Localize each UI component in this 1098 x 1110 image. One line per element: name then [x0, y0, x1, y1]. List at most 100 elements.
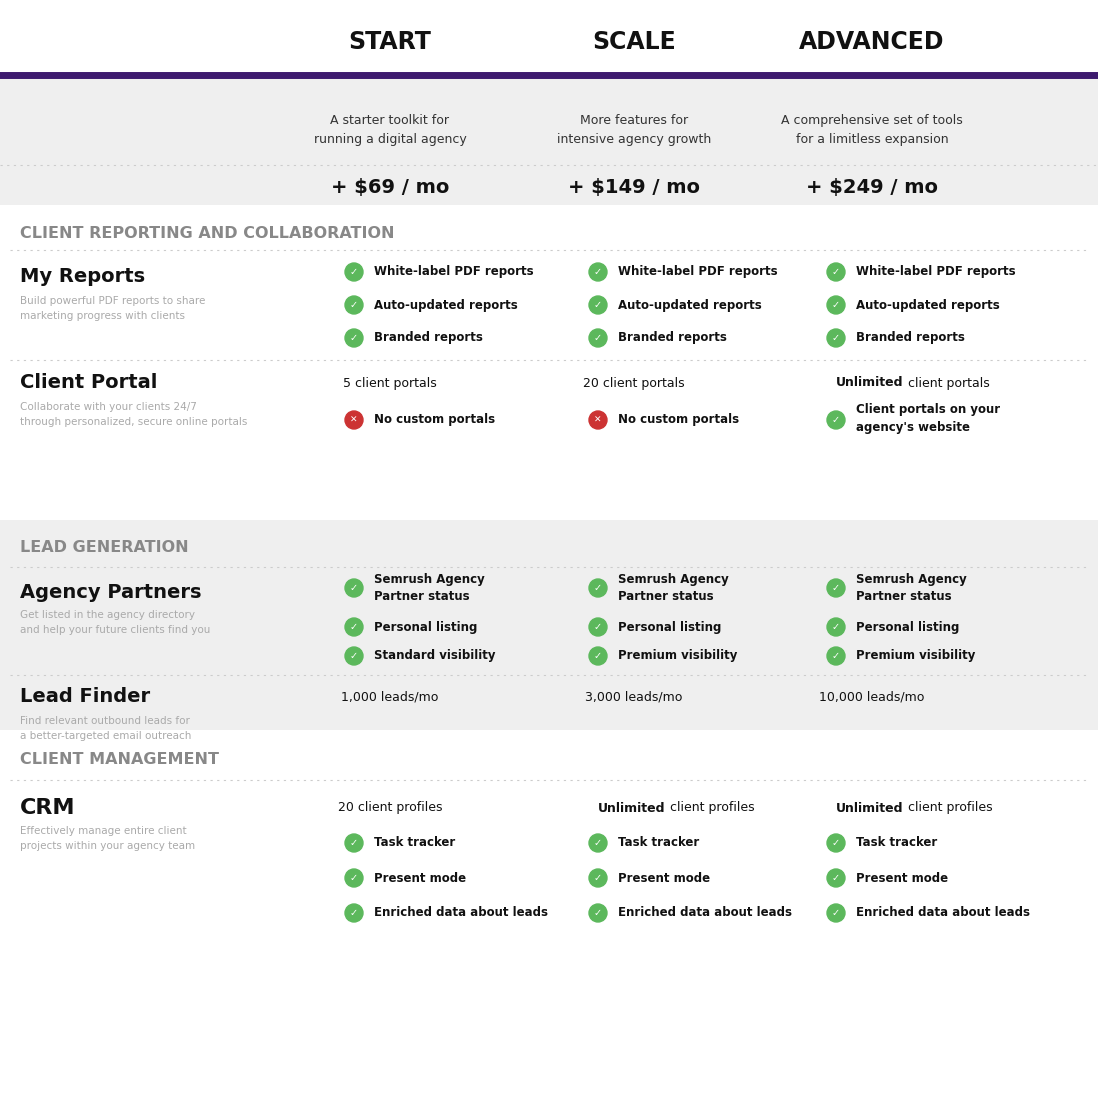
Text: ✓: ✓ [832, 333, 840, 343]
Circle shape [345, 263, 363, 281]
Text: Auto-updated reports: Auto-updated reports [374, 299, 518, 312]
Text: ✓: ✓ [594, 838, 602, 848]
Text: ✓: ✓ [350, 838, 358, 848]
Circle shape [345, 904, 363, 922]
Circle shape [827, 834, 845, 852]
Circle shape [345, 329, 363, 347]
Bar [0, 250, 1098, 415]
Text: Semrush Agency
Partner status: Semrush Agency Partner status [374, 573, 484, 603]
Text: + $69 / mo: + $69 / mo [330, 179, 449, 198]
Text: A starter toolkit for
running a digital agency: A starter toolkit for running a digital … [314, 114, 467, 147]
Text: ✓: ✓ [350, 333, 358, 343]
Text: No custom portals: No custom portals [618, 414, 739, 426]
Text: 20 client portals: 20 client portals [583, 376, 685, 390]
Text: ✓: ✓ [594, 650, 602, 660]
Text: Enriched data about leads: Enriched data about leads [374, 907, 548, 919]
Text: A comprehensive set of tools
for a limitless expansion: A comprehensive set of tools for a limit… [781, 114, 963, 147]
Text: Present mode: Present mode [856, 871, 949, 885]
Text: Build powerful PDF reports to share
marketing progress with clients: Build powerful PDF reports to share mark… [20, 296, 205, 321]
Circle shape [589, 618, 607, 636]
Text: ✕: ✕ [594, 415, 602, 424]
Text: White-label PDF reports: White-label PDF reports [856, 265, 1016, 279]
Text: ✓: ✓ [350, 583, 358, 593]
Circle shape [827, 579, 845, 597]
Circle shape [827, 411, 845, 428]
Text: ✓: ✓ [832, 583, 840, 593]
Circle shape [345, 834, 363, 852]
Circle shape [345, 647, 363, 665]
Text: ✓: ✓ [594, 300, 602, 310]
Text: Effectively manage entire client
projects within your agency team: Effectively manage entire client project… [20, 826, 195, 850]
Text: ADVANCED: ADVANCED [799, 30, 944, 54]
Text: Enriched data about leads: Enriched data about leads [856, 907, 1030, 919]
Circle shape [827, 647, 845, 665]
Text: ✓: ✓ [350, 622, 358, 632]
Text: Client Portal: Client Portal [20, 373, 157, 393]
Circle shape [589, 904, 607, 922]
Text: ✕: ✕ [350, 415, 358, 424]
Text: ✓: ✓ [594, 333, 602, 343]
Circle shape [345, 618, 363, 636]
Text: Enriched data about leads: Enriched data about leads [618, 907, 792, 919]
Text: ✓: ✓ [832, 415, 840, 425]
Circle shape [589, 411, 607, 428]
Circle shape [345, 296, 363, 314]
Circle shape [345, 869, 363, 887]
Text: ✓: ✓ [594, 583, 602, 593]
Text: Branded reports: Branded reports [374, 332, 483, 344]
Text: Task tracker: Task tracker [618, 837, 699, 849]
Text: Present mode: Present mode [374, 871, 467, 885]
Text: SCALE: SCALE [592, 30, 676, 54]
Text: ✓: ✓ [594, 872, 602, 882]
Text: ✓: ✓ [350, 268, 358, 278]
Bar [0, 75, 1098, 205]
Text: No custom portals: No custom portals [374, 414, 495, 426]
Text: ✓: ✓ [832, 268, 840, 278]
Circle shape [345, 579, 363, 597]
Text: Auto-updated reports: Auto-updated reports [618, 299, 762, 312]
Text: Auto-updated reports: Auto-updated reports [856, 299, 1000, 312]
Text: Client portals on your
agency's website: Client portals on your agency's website [856, 403, 1000, 434]
Text: ✓: ✓ [350, 300, 358, 310]
Text: Semrush Agency
Partner status: Semrush Agency Partner status [618, 573, 729, 603]
Text: ✓: ✓ [832, 650, 840, 660]
Circle shape [827, 329, 845, 347]
Text: ✓: ✓ [350, 650, 358, 660]
Text: ✓: ✓ [594, 268, 602, 278]
Text: Find relevant outbound leads for
a better-targeted email outreach: Find relevant outbound leads for a bette… [20, 716, 191, 740]
Bar [0, 205, 1098, 250]
Text: Unlimited: Unlimited [836, 376, 904, 390]
Text: Premium visibility: Premium visibility [618, 649, 738, 663]
Text: White-label PDF reports: White-label PDF reports [374, 265, 534, 279]
Text: More features for
intensive agency growth: More features for intensive agency growt… [557, 114, 712, 147]
Text: ✓: ✓ [350, 872, 358, 882]
Circle shape [827, 263, 845, 281]
Text: CRM: CRM [20, 798, 76, 818]
Text: Lead Finder: Lead Finder [20, 687, 150, 706]
Text: Agency Partners: Agency Partners [20, 583, 202, 602]
Text: Branded reports: Branded reports [856, 332, 965, 344]
Text: Collaborate with your clients 24/7
through personalized, secure online portals: Collaborate with your clients 24/7 throu… [20, 402, 247, 427]
Circle shape [589, 579, 607, 597]
Text: ✓: ✓ [832, 300, 840, 310]
Text: Semrush Agency
Partner status: Semrush Agency Partner status [856, 573, 966, 603]
Text: ✓: ✓ [832, 872, 840, 882]
Circle shape [827, 869, 845, 887]
Text: + $149 / mo: + $149 / mo [568, 179, 701, 198]
Text: Branded reports: Branded reports [618, 332, 727, 344]
Circle shape [827, 904, 845, 922]
Circle shape [827, 618, 845, 636]
Circle shape [589, 329, 607, 347]
Circle shape [589, 869, 607, 887]
Text: My Reports: My Reports [20, 266, 145, 285]
Text: Task tracker: Task tracker [856, 837, 938, 849]
Text: Get listed in the agency directory
and help your future clients find you: Get listed in the agency directory and h… [20, 610, 211, 635]
Text: ✓: ✓ [594, 908, 602, 918]
Text: Unlimited: Unlimited [836, 801, 904, 815]
Circle shape [589, 834, 607, 852]
Text: LEAD GENERATION: LEAD GENERATION [20, 541, 189, 555]
Text: client profiles: client profiles [670, 801, 754, 815]
Bar [0, 730, 1098, 1110]
Text: CLIENT REPORTING AND COLLABORATION: CLIENT REPORTING AND COLLABORATION [20, 225, 394, 241]
Bar [0, 519, 1098, 730]
